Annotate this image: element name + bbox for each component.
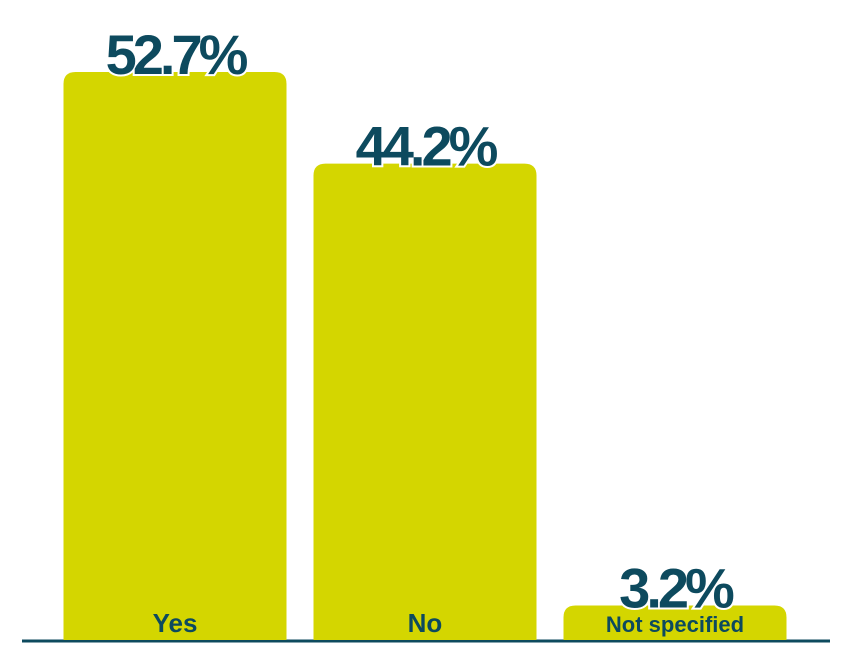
bar (563, 605, 787, 640)
category-label: No (408, 608, 443, 638)
bar (63, 72, 287, 640)
value-label: 52.7% (106, 23, 248, 86)
category-label: Yes (153, 608, 198, 638)
value-label: 3.2% (619, 557, 734, 620)
bar (313, 163, 537, 640)
category-label: Not specified (606, 612, 744, 637)
value-label: 44.2% (356, 115, 498, 178)
